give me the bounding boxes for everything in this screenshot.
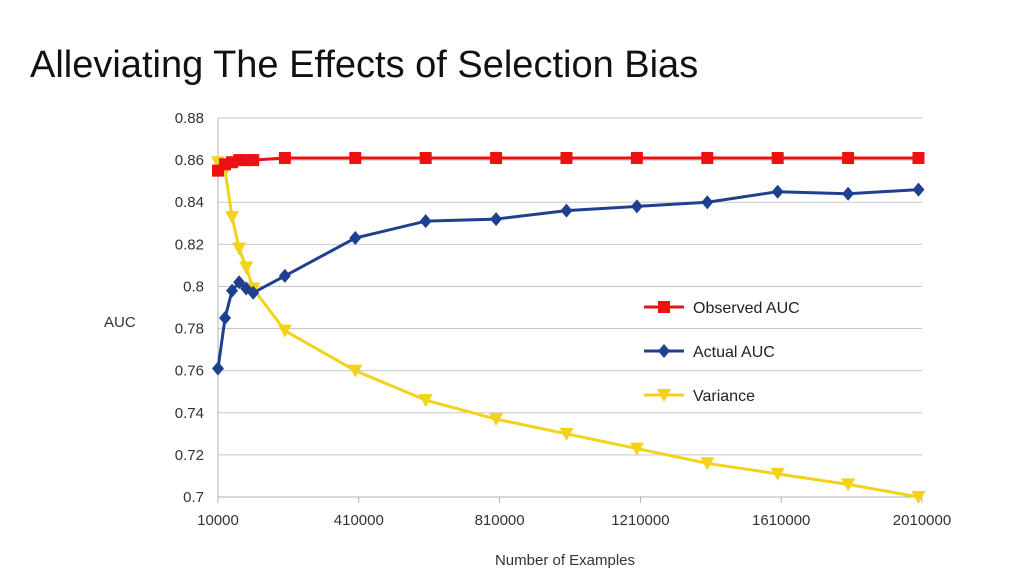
legend: Observed AUC Actual AUC Variance [644,300,800,405]
data-point-actual-auc [212,361,224,376]
tick-labels: 0.7 0.72 0.74 0.76 0.78 0.8 0.82 0.84 0.86 0.88 10… [175,110,951,529]
data-point-observed-auc [842,152,855,165]
data-point-actual-auc [349,231,362,246]
axes [217,118,923,503]
y-tick-label: 0.78 [175,321,204,338]
data-point-variance [277,324,292,338]
data-point-observed-auc [912,152,925,165]
legend-label-variance: Variance [693,388,755,405]
y-axis-title: AUC [104,314,136,331]
data-point-variance [911,491,926,504]
data-point-observed-auc [560,152,573,165]
legend-marker-variance [657,389,671,402]
data-point-actual-auc [912,182,925,197]
y-tick-label: 0.84 [175,194,204,211]
x-tick-label: 1210000 [611,512,669,529]
x-tick-label: 10000 [197,512,239,529]
data-point-variance [559,427,574,441]
data-point-observed-auc [771,152,784,165]
data-point-variance [629,442,644,456]
data-point-actual-auc [419,214,432,229]
x-axis-title: Number of Examples [495,552,635,569]
data-point-actual-auc [771,184,784,199]
data-point-actual-auc [842,186,855,201]
data-point-variance [232,242,247,256]
series-line-actual-auc [216,188,919,369]
y-tick-label: 0.76 [175,363,204,380]
legend-label-actual-auc: Actual AUC [693,344,775,361]
data-point-actual-auc [560,203,573,218]
data-point-variance [489,413,504,427]
data-point-variance [348,364,363,378]
data-point-variance [770,467,785,481]
data-point-actual-auc [701,195,714,210]
series-line-variance [216,161,919,499]
data-point-variance [225,210,240,224]
y-tick-label: 0.82 [175,236,204,253]
data-point-actual-auc [490,212,503,227]
legend-marker-observed-auc [658,301,670,313]
data-point-actual-auc [219,311,232,326]
data-point-observed-auc [490,152,503,165]
data-point-observed-auc [630,152,643,165]
data-point-actual-auc [247,285,260,300]
data-point-actual-auc [226,283,239,298]
series-markers [211,152,926,504]
legend-marker-actual-auc [658,344,670,358]
y-tick-label: 0.74 [175,405,204,422]
data-point-observed-auc [247,154,260,167]
data-point-variance [418,394,433,408]
y-tick-label: 0.7 [183,489,204,506]
y-tick-label: 0.72 [175,447,204,464]
x-tick-label: 2010000 [893,512,951,529]
y-tick-label: 0.88 [175,110,204,127]
data-point-actual-auc [630,199,643,214]
data-point-actual-auc [278,268,291,283]
data-point-observed-auc [349,152,362,165]
data-point-observed-auc [701,152,714,165]
data-point-observed-auc [278,152,291,165]
grid-lines [218,117,922,498]
slide-title: Alleviating The Effects of Selection Bia… [30,44,699,86]
data-point-variance [841,478,856,492]
data-point-observed-auc [419,152,432,165]
data-point-variance [239,261,254,275]
data-point-variance [700,457,715,471]
y-tick-label: 0.8 [183,278,204,295]
legend-label-observed-auc: Observed AUC [693,300,800,317]
data-point-actual-auc [233,275,246,290]
x-tick-label: 810000 [475,512,525,529]
x-tick-label: 1610000 [752,512,810,529]
x-tick-label: 410000 [334,512,384,529]
y-tick-label: 0.86 [175,152,204,169]
